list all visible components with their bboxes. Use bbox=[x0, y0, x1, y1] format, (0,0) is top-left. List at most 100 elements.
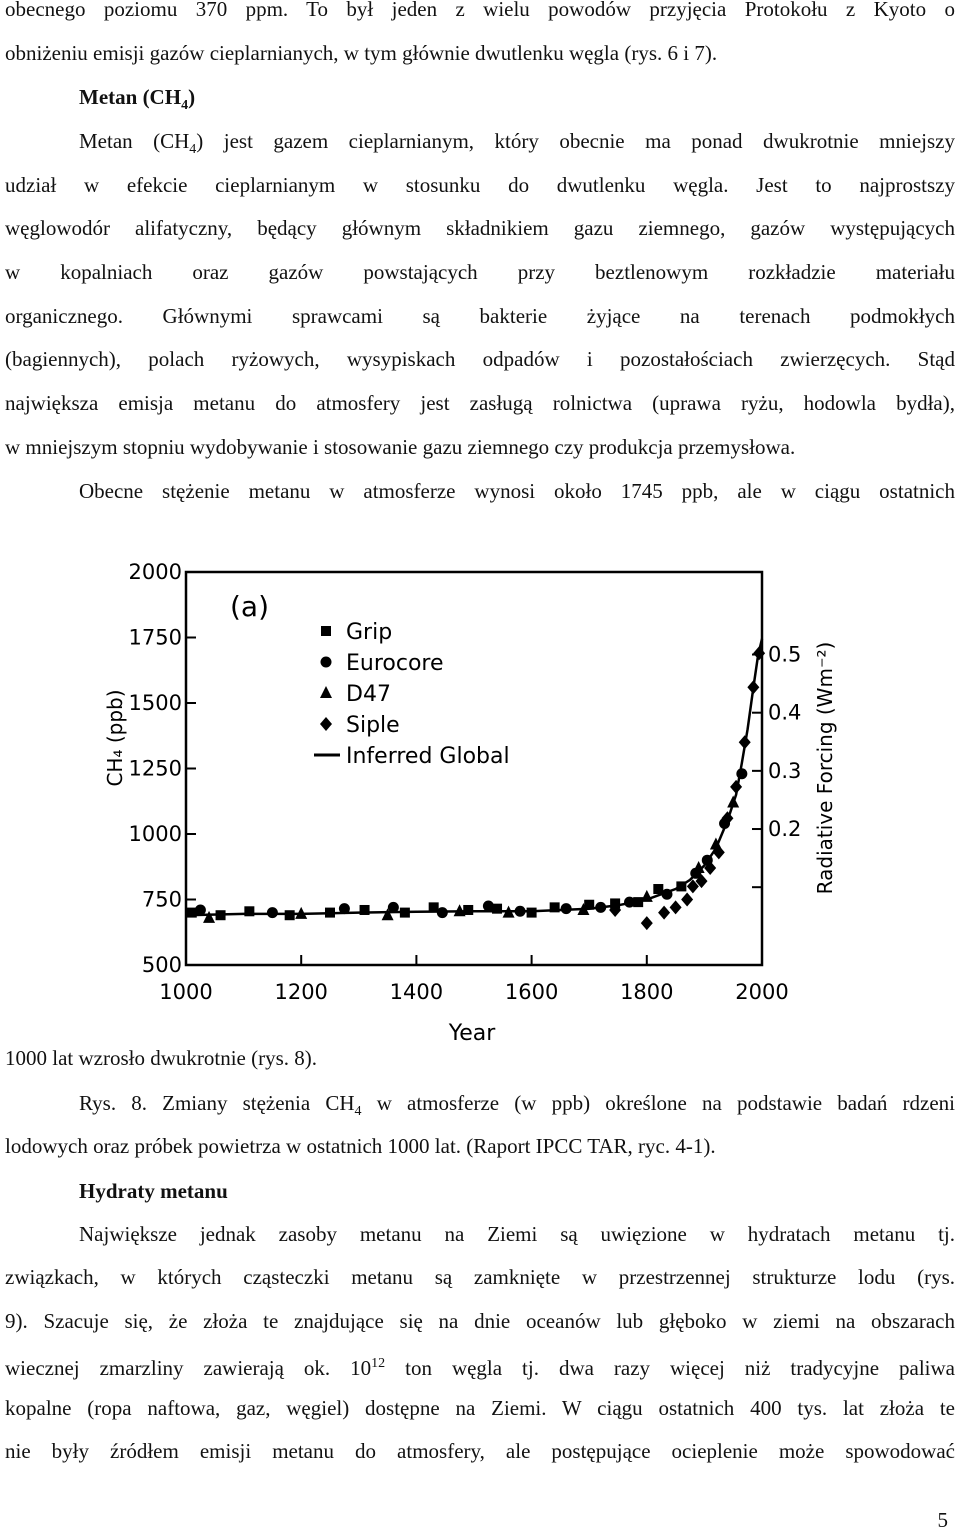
data-point-siple bbox=[712, 845, 725, 860]
data-point-d47 bbox=[295, 906, 308, 919]
legend-marker bbox=[320, 717, 332, 731]
data-point-eurocore bbox=[338, 903, 350, 915]
data-point-siple bbox=[704, 861, 717, 876]
data-point-grip bbox=[492, 903, 503, 914]
data-point-siple bbox=[738, 735, 751, 750]
data-point-siple bbox=[730, 779, 743, 794]
y-tick-label: 1750 bbox=[129, 626, 182, 650]
paragraph-line: Obecne stężenie metanu w atmosferze wyno… bbox=[79, 479, 955, 503]
data-point-d47 bbox=[692, 861, 705, 874]
x-axis-title: Year bbox=[448, 1021, 497, 1046]
legend-label: Siple bbox=[346, 713, 400, 738]
paragraph-line: Metan (CH4) jest gazem cieplarnianym, kt… bbox=[79, 129, 955, 158]
paragraph-line: organicznego. Głównymi sprawcami są bakt… bbox=[5, 304, 955, 328]
data-point-d47 bbox=[577, 902, 590, 915]
y-tick-label: 1250 bbox=[129, 757, 182, 781]
legend-label: Inferred Global bbox=[346, 744, 510, 769]
paragraph-line: węglowodór alifatyczny, będący głównym s… bbox=[5, 216, 955, 240]
legend-label: Grip bbox=[346, 620, 392, 645]
y-axis-title: CH₄ (ppb) bbox=[103, 689, 127, 786]
legend-marker bbox=[320, 686, 332, 698]
paragraph-line: kopalne (ropa naftowa, gaz, węgiel) dost… bbox=[5, 1396, 955, 1420]
data-point-grip bbox=[244, 906, 255, 917]
data-point-d47 bbox=[502, 905, 515, 918]
x-tick-label: 1800 bbox=[620, 980, 673, 1004]
data-point-siple bbox=[658, 905, 671, 920]
data-point-eurocore bbox=[266, 907, 278, 919]
x-tick-label: 1200 bbox=[274, 980, 327, 1004]
data-point-grip bbox=[359, 904, 370, 915]
data-point-d47 bbox=[727, 795, 740, 808]
data-point-siple bbox=[721, 811, 734, 826]
paragraph-line: w kopalniach oraz gazów powstających prz… bbox=[5, 260, 955, 284]
data-point-d47 bbox=[381, 908, 394, 921]
data-point-d47 bbox=[453, 904, 466, 917]
data-point-grip bbox=[399, 907, 410, 918]
chart-svg: (a) Year CH₄ (ppb) Radiative Forcing (Wm… bbox=[103, 560, 837, 1046]
data-point-grip bbox=[633, 897, 644, 908]
data-point-grip bbox=[676, 881, 687, 892]
data-marks bbox=[185, 638, 766, 931]
paragraph-line: nie były źródłem emisji metanu do atmosf… bbox=[5, 1439, 955, 1463]
paragraph-line: udział w efekcie cieplarnianym w stosunk… bbox=[5, 173, 955, 197]
x-tick-label: 1400 bbox=[390, 980, 443, 1004]
data-point-grip bbox=[325, 907, 335, 918]
legend-marker bbox=[320, 656, 332, 668]
data-point-eurocore bbox=[560, 903, 572, 915]
data-point-siple bbox=[747, 680, 760, 695]
right-tick-label: 0.2 bbox=[768, 817, 801, 841]
data-point-eurocore bbox=[514, 905, 526, 917]
data-point-eurocore bbox=[387, 901, 399, 913]
right-tick-label: 0.4 bbox=[768, 701, 801, 725]
figure-caption-line: lodowych oraz próbek powietrza w ostatni… bbox=[5, 1134, 716, 1158]
paragraph-line: w mniejszym stopniu wydobywanie i stosow… bbox=[5, 435, 796, 459]
figure-caption: Rys. 8. Zmiany stężenia CH4 w atmosferze… bbox=[79, 1091, 956, 1120]
data-point-grip bbox=[463, 904, 474, 915]
right-tick-label: 0.3 bbox=[768, 759, 801, 783]
data-point-siple bbox=[695, 874, 708, 889]
axis-ticks: 1000 1200 1400 1600 1800 2000 500 750 1000 1250 15… bbox=[129, 560, 802, 1004]
data-point-grip bbox=[284, 910, 295, 921]
paragraph-line: (bagiennych), polach ryżowych, wysypiska… bbox=[5, 347, 955, 371]
section-heading-methane: Metan (CH4) bbox=[79, 85, 196, 114]
data-point-grip bbox=[215, 910, 226, 921]
data-point-eurocore bbox=[482, 900, 494, 912]
data-point-grip bbox=[526, 907, 537, 918]
y-tick-label: 1500 bbox=[129, 691, 182, 715]
legend-label: Eurocore bbox=[346, 651, 444, 676]
legend-marker bbox=[321, 626, 331, 636]
data-point-eurocore bbox=[194, 904, 206, 916]
series-line-inferred-global bbox=[185, 638, 764, 917]
data-point-eurocore bbox=[661, 888, 673, 900]
data-point-siple bbox=[681, 892, 694, 907]
right-axis-title: Radiative Forcing (Wm⁻²) bbox=[813, 642, 837, 895]
data-point-eurocore bbox=[736, 768, 748, 780]
data-point-d47 bbox=[203, 910, 216, 923]
data-point-grip bbox=[428, 902, 439, 913]
data-point-siple bbox=[640, 916, 653, 931]
page-number: 5 bbox=[937, 1508, 949, 1532]
paragraph-line: obniżeniu emisji gazów cieplarnianych, w… bbox=[5, 41, 718, 65]
legend-label: D47 bbox=[346, 682, 391, 707]
data-point-siple bbox=[686, 879, 699, 894]
paragraph-line: wiecznej zmarzliny zawierają ok. 1012 to… bbox=[5, 1356, 955, 1380]
paragraph-line: związkach, w których cząsteczki metanu s… bbox=[5, 1265, 955, 1289]
paragraph-line: 9). Szacuje się, że złoża te znajdujące … bbox=[5, 1309, 955, 1333]
x-tick-label: 1000 bbox=[159, 980, 212, 1004]
paragraph-line: największa emisja metanu do atmosfery je… bbox=[5, 391, 955, 415]
data-point-grip bbox=[653, 884, 664, 895]
data-point-siple bbox=[753, 646, 766, 661]
data-point-eurocore bbox=[624, 896, 636, 908]
data-point-grip bbox=[186, 907, 197, 918]
x-tick-label: 1600 bbox=[505, 980, 558, 1004]
paragraph-line: obecnego poziomu 370 ppm. To był jeden z… bbox=[5, 0, 955, 21]
y-tick-label: 500 bbox=[142, 953, 182, 977]
y-tick-label: 2000 bbox=[129, 560, 182, 584]
x-tick-label: 2000 bbox=[735, 980, 788, 1004]
chart-legend: Grip Eurocore D47 Siple Inferred Global bbox=[314, 620, 510, 769]
y-tick-label: 1000 bbox=[129, 822, 182, 846]
data-point-siple bbox=[669, 900, 682, 915]
paragraph-line: 1000 lat wzrosło dwukrotnie (rys. 8). bbox=[5, 1046, 318, 1070]
right-tick-label: 0.5 bbox=[768, 643, 801, 667]
